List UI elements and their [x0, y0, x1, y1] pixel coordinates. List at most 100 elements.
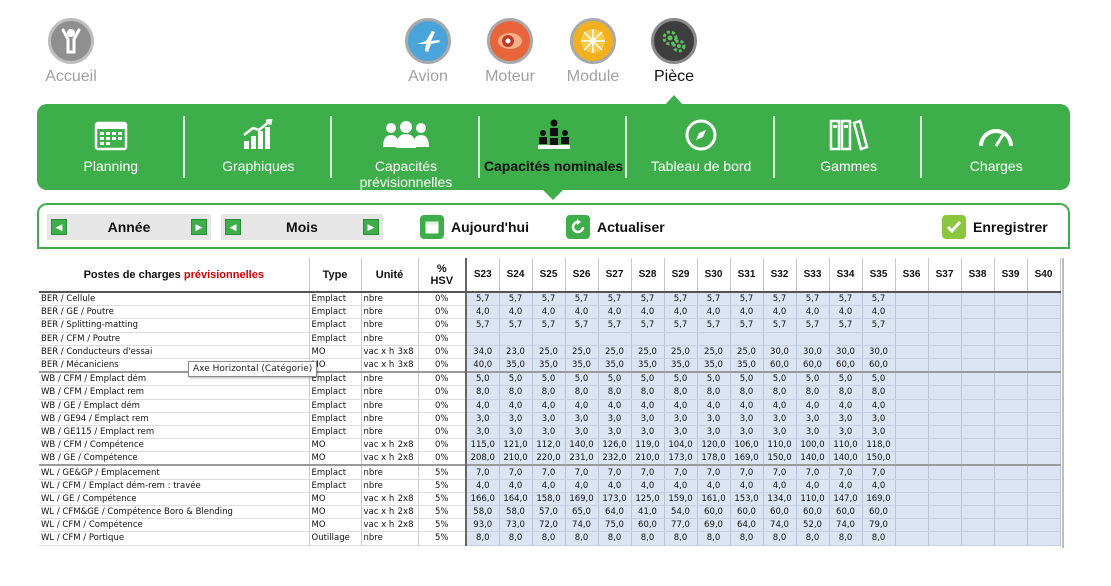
cell-week-value[interactable]: 5,0 [466, 371, 500, 387]
cell-week-value[interactable] [1027, 464, 1061, 480]
cell-unite[interactable]: nbre [361, 305, 419, 320]
cell-week-value[interactable]: 60,0 [796, 505, 830, 520]
cell-week-value[interactable]: 220,0 [532, 451, 566, 466]
cell-week-value[interactable] [928, 305, 962, 320]
cell-week-value[interactable]: 30,0 [763, 345, 797, 359]
cell-type[interactable]: Emplact [309, 464, 362, 480]
cell-week-value[interactable]: 5,7 [532, 318, 566, 333]
cell-hsv[interactable]: 0% [418, 385, 467, 400]
cell-week-value[interactable]: 178,0 [697, 451, 731, 466]
cell-week-value[interactable] [994, 479, 1028, 493]
cell-week-value[interactable]: 166,0 [466, 492, 500, 507]
cell-week-value[interactable] [1027, 345, 1061, 359]
cell-week-value[interactable]: 7,0 [631, 464, 665, 480]
cell-unite[interactable]: nbre [361, 464, 419, 480]
cell-week-value[interactable]: 35,0 [664, 358, 698, 373]
cell-week-value[interactable]: 134,0 [763, 492, 797, 507]
cell-week-value[interactable]: 147,0 [829, 492, 863, 507]
cell-week-value[interactable] [961, 399, 995, 413]
cell-week-value[interactable]: 5,0 [763, 371, 797, 387]
cell-week-value[interactable]: 8,0 [532, 531, 566, 546]
cell-week-value[interactable]: 79,0 [862, 518, 896, 533]
cell-week-value[interactable]: 5,7 [631, 318, 665, 333]
cell-week-value[interactable]: 8,0 [763, 385, 797, 400]
cell-week-value[interactable]: 8,0 [697, 531, 731, 546]
cell-week-value[interactable]: 4,0 [565, 399, 599, 413]
cell-week-value[interactable] [961, 332, 995, 346]
cell-week-value[interactable]: 150,0 [862, 451, 896, 466]
cell-week-value[interactable]: 41,0 [631, 505, 665, 520]
cell-week-value[interactable] [1027, 292, 1061, 307]
cell-week-value[interactable]: 7,0 [664, 464, 698, 480]
cell-week-value[interactable]: 25,0 [631, 345, 665, 359]
cell-hsv[interactable]: 0% [418, 371, 467, 387]
cell-week-value[interactable]: 8,0 [763, 531, 797, 546]
cell-week-value[interactable] [994, 438, 1028, 453]
cell-week-value[interactable]: 8,0 [796, 385, 830, 400]
cell-week-value[interactable]: 112,0 [532, 438, 566, 453]
cell-week-value[interactable]: 5,0 [697, 371, 731, 387]
menu-gammes[interactable]: Gammes [775, 104, 923, 190]
year-next-button[interactable]: ▶ [191, 219, 207, 235]
cell-week-value[interactable] [928, 518, 962, 533]
cell-week-value[interactable]: 3,0 [664, 425, 698, 440]
cell-type[interactable]: Emplact [309, 332, 362, 346]
cell-week-value[interactable]: 25,0 [598, 345, 632, 359]
cell-week-value[interactable]: 121,0 [499, 438, 533, 453]
cell-week-value[interactable] [895, 385, 929, 400]
menu-capacites-previsionnelles[interactable]: Capacités prévisionnelles [332, 104, 480, 190]
cell-week-value[interactable] [994, 332, 1028, 346]
cell-week-value[interactable]: 60,0 [862, 505, 896, 520]
cell-week-value[interactable] [895, 505, 929, 520]
cell-week-value[interactable]: 60,0 [796, 358, 830, 373]
cell-week-value[interactable]: 3,0 [532, 412, 566, 426]
nav-accueil[interactable]: Accueil [42, 18, 100, 86]
cell-week-value[interactable]: 7,0 [598, 464, 632, 480]
cell-poste[interactable]: WL / CFM&GE / Compétence Boro & Blending [39, 505, 310, 520]
cell-week-value[interactable] [961, 305, 995, 320]
cell-week-value[interactable]: 140,0 [796, 451, 830, 466]
cell-hsv[interactable]: 0% [418, 332, 467, 346]
cell-type[interactable]: Emplact [309, 412, 362, 426]
cell-week-value[interactable]: 5,7 [499, 292, 533, 307]
cell-type[interactable]: Emplact [309, 305, 362, 320]
cell-poste[interactable]: WL / CFM / Emplact dém-rem : travée [39, 479, 310, 493]
cell-week-value[interactable]: 4,0 [631, 305, 665, 320]
cell-week-value[interactable]: 5,0 [664, 371, 698, 387]
cell-week-value[interactable]: 110,0 [829, 438, 863, 453]
cell-week-value[interactable]: 8,0 [466, 385, 500, 400]
cell-week-value[interactable] [994, 371, 1028, 387]
cell-week-value[interactable]: 4,0 [730, 399, 764, 413]
cell-week-value[interactable] [1027, 358, 1061, 373]
cell-week-value[interactable]: 208,0 [466, 451, 500, 466]
cell-week-value[interactable] [1027, 318, 1061, 333]
cell-poste[interactable]: BER / CFM / Poutre [39, 332, 310, 346]
cell-week-value[interactable]: 4,0 [763, 305, 797, 320]
cell-week-value[interactable]: 7,0 [763, 464, 797, 480]
cell-week-value[interactable]: 5,7 [466, 292, 500, 307]
cell-week-value[interactable] [1027, 305, 1061, 320]
cell-poste[interactable]: WB / GE94 / Emplact rem [39, 412, 310, 426]
cell-week-value[interactable]: 4,0 [664, 305, 698, 320]
cell-week-value[interactable]: 3,0 [763, 412, 797, 426]
cell-week-value[interactable]: 4,0 [664, 399, 698, 413]
cell-week-value[interactable] [994, 305, 1028, 320]
cell-week-value[interactable]: 64,0 [598, 505, 632, 520]
cell-week-value[interactable]: 7,0 [730, 464, 764, 480]
cell-week-value[interactable] [961, 371, 995, 387]
cell-week-value[interactable]: 3,0 [730, 425, 764, 440]
cell-week-value[interactable]: 126,0 [598, 438, 632, 453]
cell-week-value[interactable]: 4,0 [499, 399, 533, 413]
cell-week-value[interactable] [994, 318, 1028, 333]
cell-week-value[interactable] [961, 451, 995, 466]
cell-week-value[interactable] [961, 531, 995, 546]
cell-week-value[interactable] [961, 318, 995, 333]
cell-week-value[interactable]: 231,0 [565, 451, 599, 466]
cell-unite[interactable]: nbre [361, 531, 419, 546]
cell-week-value[interactable]: 65,0 [565, 505, 599, 520]
cell-week-value[interactable]: 8,0 [466, 531, 500, 546]
month-prev-button[interactable]: ◀ [225, 219, 241, 235]
month-next-button[interactable]: ▶ [363, 219, 379, 235]
cell-week-value[interactable]: 3,0 [466, 412, 500, 426]
cell-week-value[interactable] [961, 505, 995, 520]
